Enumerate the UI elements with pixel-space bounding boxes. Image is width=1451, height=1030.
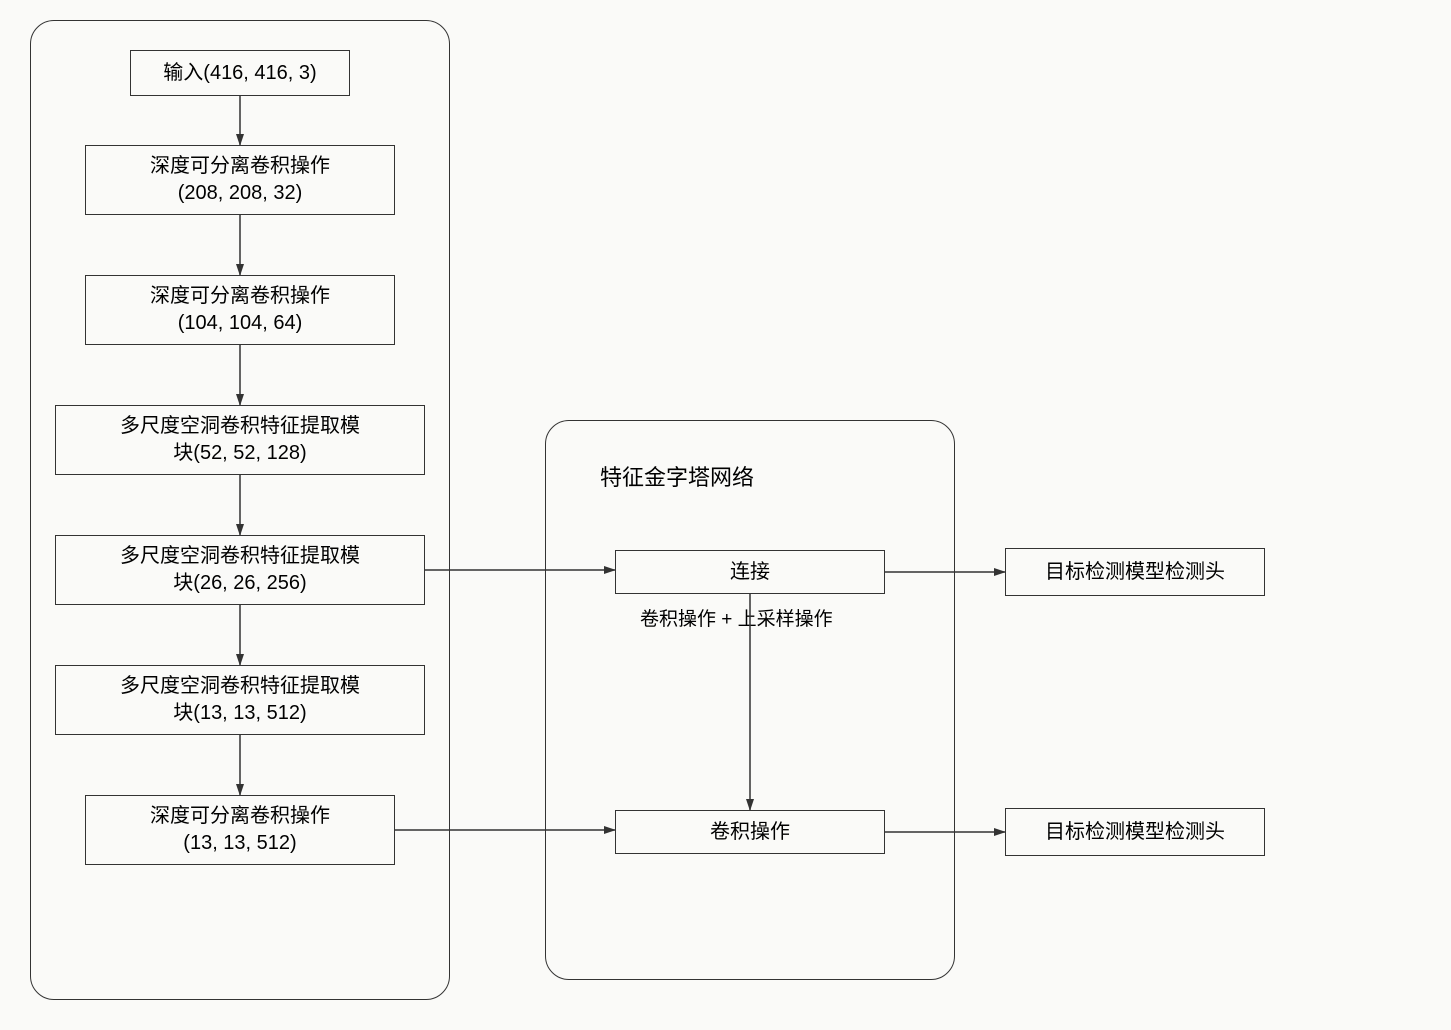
diagram-canvas: 输入(416, 416, 3) 深度可分离卷积操作 (208, 208, 32)… [0,0,1451,1030]
node-text: (104, 104, 64) [178,310,303,337]
node-text: 多尺度空洞卷积特征提取模 [120,673,360,700]
node-text: 连接 [730,559,770,586]
node-text: 卷积操作 [710,819,790,846]
node-msd3: 多尺度空洞卷积特征提取模 块(13, 13, 512) [55,665,425,735]
node-text: 块(26, 26, 256) [173,570,306,597]
node-msd1: 多尺度空洞卷积特征提取模 块(52, 52, 128) [55,405,425,475]
node-text: 目标检测模型检测头 [1045,559,1225,586]
node-text: 目标检测模型检测头 [1045,819,1225,846]
node-text: 多尺度空洞卷积特征提取模 [120,413,360,440]
node-text: 多尺度空洞卷积特征提取模 [120,543,360,570]
node-text: 深度可分离卷积操作 [150,283,330,310]
node-input: 输入(416, 416, 3) [130,50,350,96]
node-text: 块(13, 13, 512) [173,700,306,727]
node-text: 输入(416, 416, 3) [163,60,316,87]
node-head1: 目标检测模型检测头 [1005,548,1265,596]
label-text: 卷积操作 + 上采样操作 [640,609,833,630]
node-text: (13, 13, 512) [183,830,296,857]
node-concat: 连接 [615,550,885,594]
node-msd2: 多尺度空洞卷积特征提取模 块(26, 26, 256) [55,535,425,605]
node-dsc2: 深度可分离卷积操作 (104, 104, 64) [85,275,395,345]
label-fpn-title: 特征金字塔网络 [600,460,754,492]
label-conv-upsample: 卷积操作 + 上采样操作 [640,604,833,631]
fpn-group [545,420,955,980]
node-text: 深度可分离卷积操作 [150,153,330,180]
node-dsc3: 深度可分离卷积操作 (13, 13, 512) [85,795,395,865]
label-text: 特征金字塔网络 [600,465,754,490]
node-dsc1: 深度可分离卷积操作 (208, 208, 32) [85,145,395,215]
node-head2: 目标检测模型检测头 [1005,808,1265,856]
node-text: 块(52, 52, 128) [173,440,306,467]
node-conv: 卷积操作 [615,810,885,854]
node-text: 深度可分离卷积操作 [150,803,330,830]
node-text: (208, 208, 32) [178,180,303,207]
